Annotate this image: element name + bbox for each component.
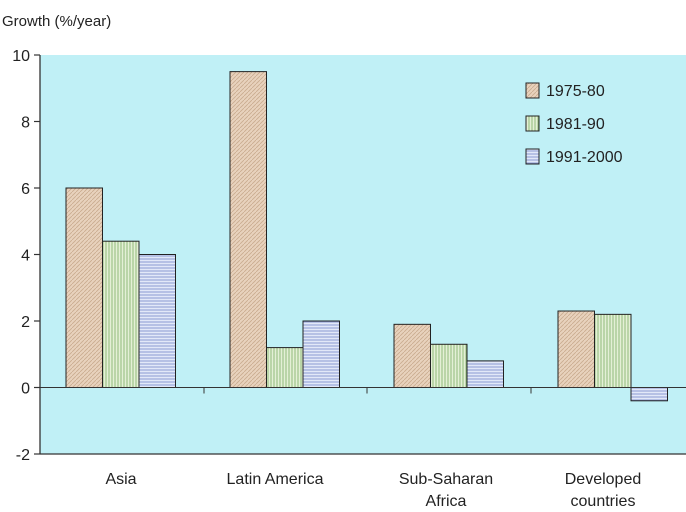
- y-tick-label: 8: [21, 115, 30, 132]
- legend-entry: 1991-2000: [546, 149, 623, 166]
- bar: [430, 343, 468, 388]
- category-label: Sub-Saharan: [399, 471, 493, 488]
- bar: [65, 187, 103, 388]
- legend-swatch: [525, 82, 540, 99]
- legend: 1975-80 1981-90 1991-2000: [525, 82, 623, 166]
- bar: [102, 240, 140, 388]
- bar: [393, 323, 431, 389]
- legend-entry: 1981-90: [546, 116, 605, 133]
- legend-swatch: [525, 148, 540, 165]
- bar: [138, 254, 176, 388]
- category-label: Africa: [426, 493, 467, 510]
- y-tick-label: 4: [21, 248, 30, 265]
- y-tick-label: -2: [16, 447, 30, 464]
- y-tick-label: 2: [21, 314, 30, 331]
- bar: [302, 320, 340, 388]
- y-tick-label: 6: [21, 181, 30, 198]
- bar: [266, 347, 304, 389]
- y-axis-label: Growth (%/year): [2, 13, 111, 30]
- bars-group: [65, 71, 668, 402]
- legend-entry: 1975-80: [546, 83, 605, 100]
- y-tick-label: 10: [12, 48, 30, 65]
- bar: [229, 71, 267, 388]
- category-label: Asia: [105, 471, 136, 488]
- bar: [594, 313, 632, 389]
- legend-swatch: [525, 115, 540, 132]
- category-label: Developed: [565, 471, 642, 488]
- bar: [630, 387, 668, 402]
- bar: [557, 310, 595, 388]
- y-tick-label: 0: [21, 381, 30, 398]
- category-label: Latin America: [227, 471, 324, 488]
- axes-group: -2 0 2 4 6 8 10 Asia Latin America Sub-Saharan Afr…: [12, 48, 686, 510]
- category-label: countries: [571, 493, 636, 510]
- bar: [466, 360, 504, 388]
